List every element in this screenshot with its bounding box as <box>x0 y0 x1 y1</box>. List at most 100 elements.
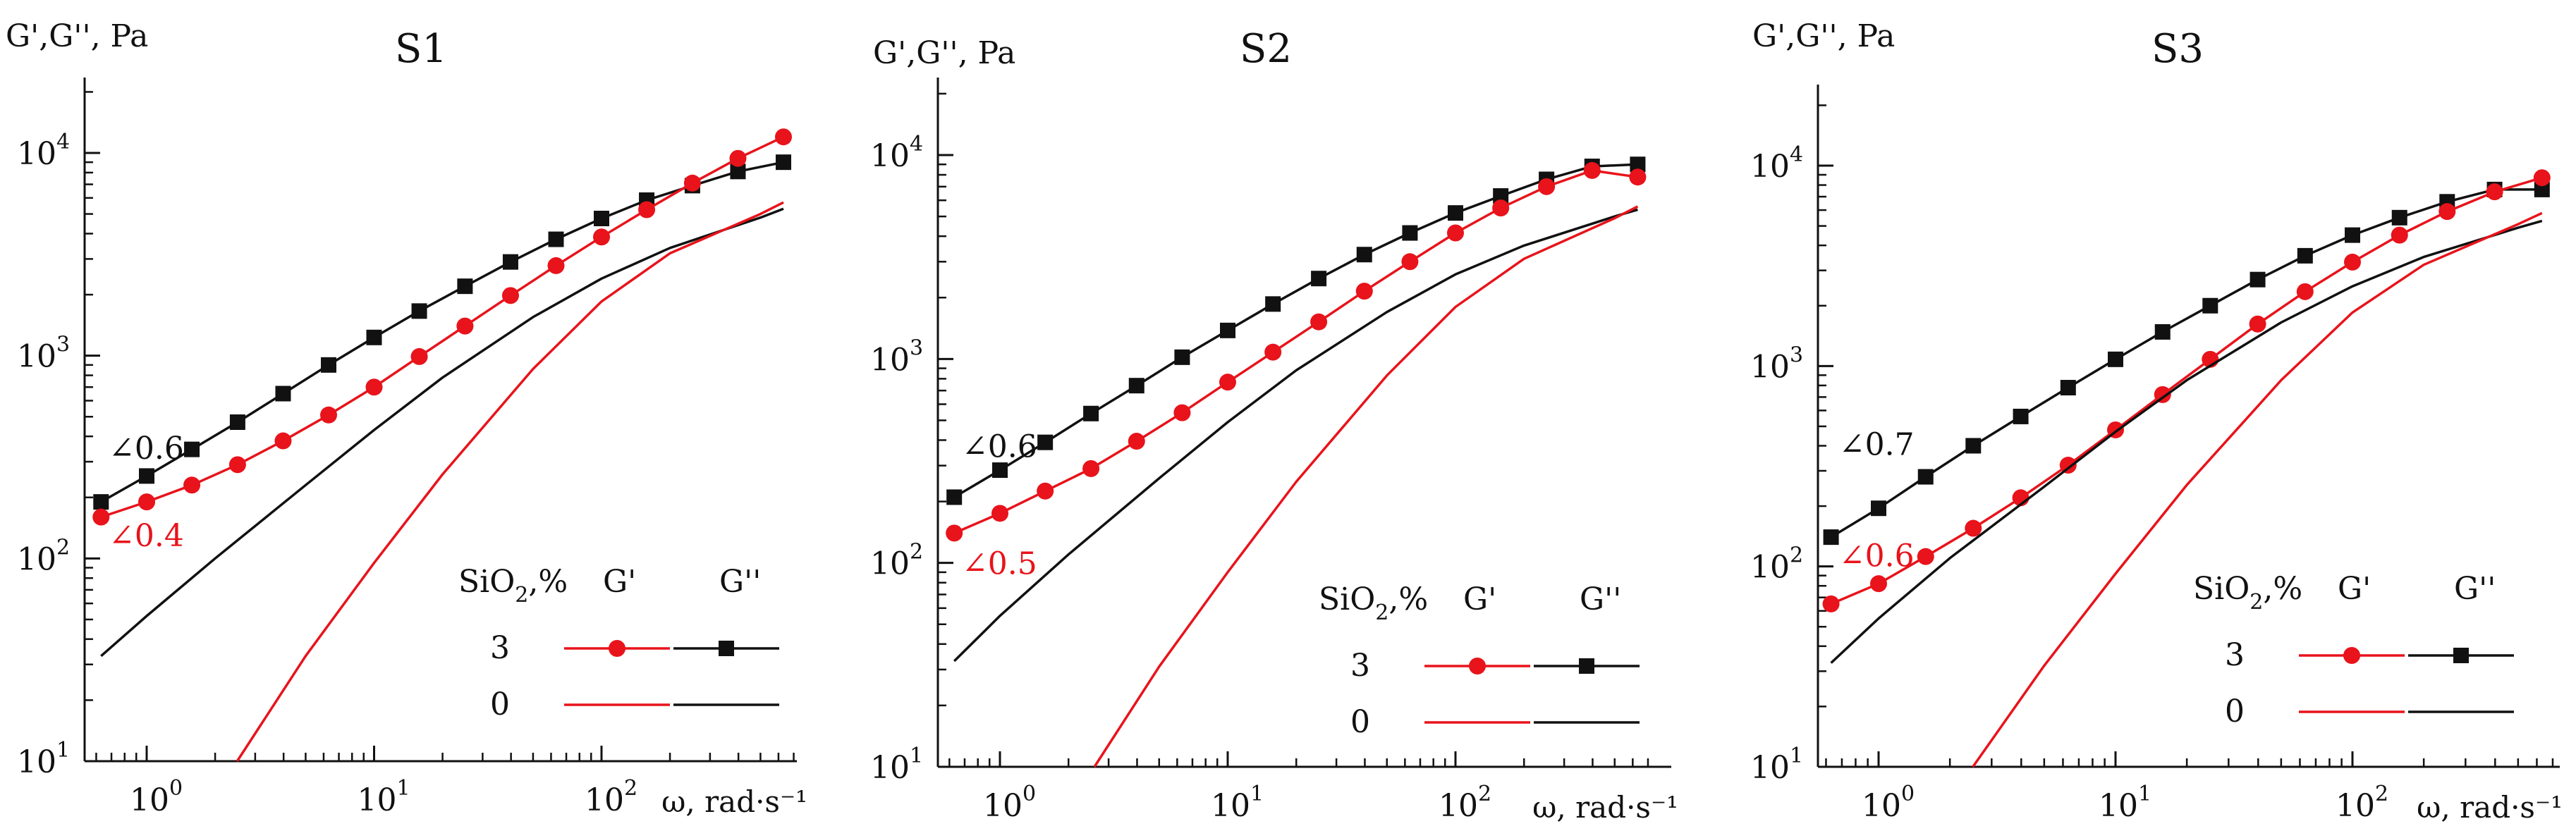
legend-header: SiO2,% <box>2193 571 2302 615</box>
data-point-gprime <box>2249 315 2266 333</box>
data-point-gprime <box>1037 482 1054 500</box>
data-point-gprime <box>501 287 519 304</box>
data-point-gprime <box>138 493 155 511</box>
x-tick-exp: 1 <box>2138 782 2151 806</box>
y-tick-base: 10 <box>17 339 56 375</box>
data-point-gdoubleprime <box>1493 188 1509 204</box>
y-tick-label: 102 <box>870 540 923 582</box>
legend-marker-circle <box>1469 658 1486 674</box>
x-axis-label: ω, rad·s⁻¹ <box>2417 790 2563 825</box>
x-tick-base: 10 <box>1211 788 1250 824</box>
data-point-gdoubleprime <box>1871 500 1886 517</box>
y-tick-label: 103 <box>17 333 70 375</box>
x-tick-base: 10 <box>1439 788 1478 824</box>
y-tick-exp: 1 <box>910 744 923 768</box>
y-tick-base: 10 <box>1750 149 1790 185</box>
y-tick-exp: 4 <box>56 130 70 154</box>
y-tick-exp: 3 <box>56 333 70 357</box>
data-point-gprime <box>2391 226 2408 244</box>
data-point-gdoubleprime <box>275 386 291 402</box>
data-point-gdoubleprime <box>1402 225 1418 241</box>
legend-marker-circle <box>609 640 625 657</box>
x-tick-label: 101 <box>1211 782 1264 824</box>
data-point-gprime <box>1173 404 1191 421</box>
data-point-gdoubleprime <box>1965 438 1982 454</box>
data-point-gprime <box>320 406 338 424</box>
x-axis-label: ω, rad·s⁻¹ <box>1532 790 1678 825</box>
x-tick-label: 101 <box>358 776 410 818</box>
data-point-gdoubleprime <box>411 303 427 319</box>
legend-row-label: 0 <box>1350 704 1370 740</box>
data-point-gdoubleprime <box>2202 297 2218 314</box>
legend-header-tail: ,% <box>2263 571 2302 607</box>
legend-header-main: SiO <box>1319 581 1375 617</box>
y-tick-label: 101 <box>17 738 70 780</box>
y-axis-label: G',G'', Pa <box>1752 18 1895 54</box>
y-tick-exp: 1 <box>56 738 70 763</box>
x-tick-label: 100 <box>1862 782 1915 824</box>
data-point-gprime <box>775 128 793 146</box>
series-line-0 <box>100 161 784 503</box>
legend-marker-square <box>1579 658 1594 674</box>
data-point-gprime <box>2154 386 2171 403</box>
data-point-gprime <box>1219 374 1236 391</box>
data-point-gdoubleprime <box>229 414 245 430</box>
legend-row-label: 0 <box>490 686 510 722</box>
x-tick-exp: 0 <box>1023 782 1036 806</box>
data-point-gdoubleprime <box>2060 380 2076 396</box>
data-point-gdoubleprime <box>93 494 109 510</box>
legend-col-gprime: G' <box>2338 571 2371 607</box>
x-tick-base: 10 <box>1862 788 1901 824</box>
data-point-gdoubleprime <box>1128 378 1144 394</box>
series-line-2 <box>953 208 1638 663</box>
data-point-gdoubleprime <box>1083 405 1099 421</box>
y-tick-exp: 1 <box>1790 744 1803 768</box>
legend-header: SiO2,% <box>458 564 568 608</box>
x-tick-base: 10 <box>983 788 1023 824</box>
legend-row-label: 0 <box>2225 694 2245 729</box>
series-line-1 <box>1830 176 2543 605</box>
data-point-gdoubleprime <box>184 441 200 457</box>
legend-header-sub: 2 <box>2250 590 2263 615</box>
data-point-gdoubleprime <box>730 164 746 180</box>
data-point-gprime <box>228 456 246 474</box>
x-tick-base: 10 <box>2336 788 2375 824</box>
series-line-1 <box>100 135 784 519</box>
data-point-gprime <box>410 347 428 365</box>
x-tick-label: 100 <box>983 782 1036 824</box>
y-tick-base: 10 <box>17 136 56 172</box>
data-point-gprime <box>1965 519 1982 537</box>
y-tick-base: 10 <box>870 750 910 786</box>
data-point-gdoubleprime <box>548 231 564 247</box>
data-point-gdoubleprime <box>1823 529 1839 546</box>
y-tick-exp: 3 <box>910 335 923 360</box>
slope-annotation: ∠0.4 <box>109 518 184 554</box>
y-tick-label: 101 <box>1750 744 1803 786</box>
data-point-gdoubleprime <box>321 357 337 373</box>
y-tick-label: 104 <box>1750 142 1803 185</box>
data-point-gprime <box>729 149 747 167</box>
data-point-gprime <box>1310 313 1328 331</box>
data-point-gdoubleprime <box>776 154 792 171</box>
legend: SiO2,% G' G'' 3 0 <box>1319 581 1640 740</box>
legend-header-tail: ,% <box>1388 581 1428 617</box>
y-tick-exp: 2 <box>1790 543 1803 568</box>
data-point-gprime <box>456 317 474 335</box>
data-point-gprime <box>1355 283 1373 300</box>
x-tick-label: 100 <box>130 776 183 818</box>
x-tick-exp: 1 <box>1250 782 1264 806</box>
y-tick-base: 10 <box>870 138 910 174</box>
legend-marker-square <box>2453 648 2469 663</box>
y-tick-exp: 2 <box>56 535 70 560</box>
data-point-gdoubleprime <box>2345 227 2360 243</box>
y-axis-label: G',G'', Pa <box>6 18 148 54</box>
data-point-gprime <box>1870 575 1887 593</box>
legend-header-main: SiO <box>458 564 515 600</box>
series-line-2 <box>1830 219 2543 664</box>
legend-col-gdoubleprime: G'' <box>2454 571 2496 607</box>
data-point-gprime <box>593 228 610 246</box>
data-point-gdoubleprime <box>992 462 1008 479</box>
